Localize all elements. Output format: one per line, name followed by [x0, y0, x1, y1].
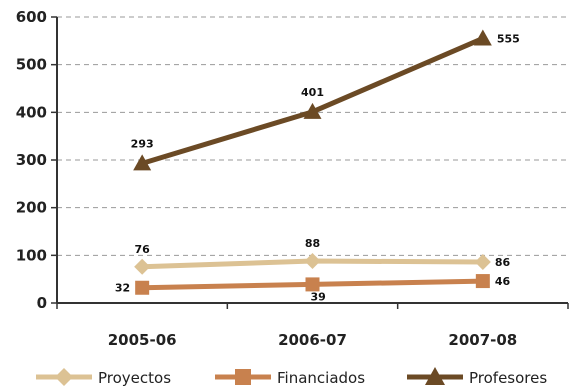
data-point-proyectos — [304, 253, 321, 270]
data-label: 88 — [305, 237, 320, 250]
data-label: 86 — [495, 256, 511, 269]
legend-item-profesores: Profesores — [407, 367, 547, 387]
data-label: 32 — [115, 282, 130, 295]
legend-marker — [425, 367, 445, 385]
x-tick-label: 2005-06 — [108, 331, 177, 349]
data-point-profesores — [303, 102, 322, 119]
x-tick-label: 2007-08 — [448, 331, 517, 349]
legend-label: Profesores — [469, 369, 547, 387]
legend-marker — [55, 368, 73, 386]
data-point-financiados — [475, 274, 490, 289]
data-label: 293 — [131, 137, 154, 150]
legend-label: Proyectos — [98, 369, 171, 387]
x-tick-label: 2006-07 — [278, 331, 347, 349]
y-tick-label: 200 — [16, 199, 47, 217]
data-label: 555 — [497, 32, 520, 45]
y-tick-label: 600 — [16, 8, 47, 26]
y-tick-label: 300 — [16, 151, 47, 169]
data-label: 76 — [135, 243, 151, 256]
legend-label: Financiados — [277, 369, 365, 387]
data-label: 401 — [301, 86, 324, 99]
data-point-proyectos — [474, 254, 491, 271]
data-point-profesores — [133, 154, 152, 171]
data-point-profesores — [473, 29, 492, 46]
y-tick-label: 0 — [37, 294, 47, 312]
legend-marker — [235, 369, 251, 385]
y-tick-label: 100 — [16, 246, 47, 264]
data-label: 46 — [495, 275, 511, 288]
data-point-financiados — [135, 280, 150, 295]
legend-item-financiados: Financiados — [215, 369, 365, 387]
data-point-proyectos — [134, 258, 151, 275]
data-point-financiados — [305, 277, 320, 292]
data-label: 39 — [311, 290, 326, 303]
y-tick-label: 500 — [16, 56, 47, 74]
y-tick-label: 400 — [16, 103, 47, 121]
legend-item-proyectos: Proyectos — [36, 368, 171, 387]
series-line-profesores — [141, 36, 484, 166]
